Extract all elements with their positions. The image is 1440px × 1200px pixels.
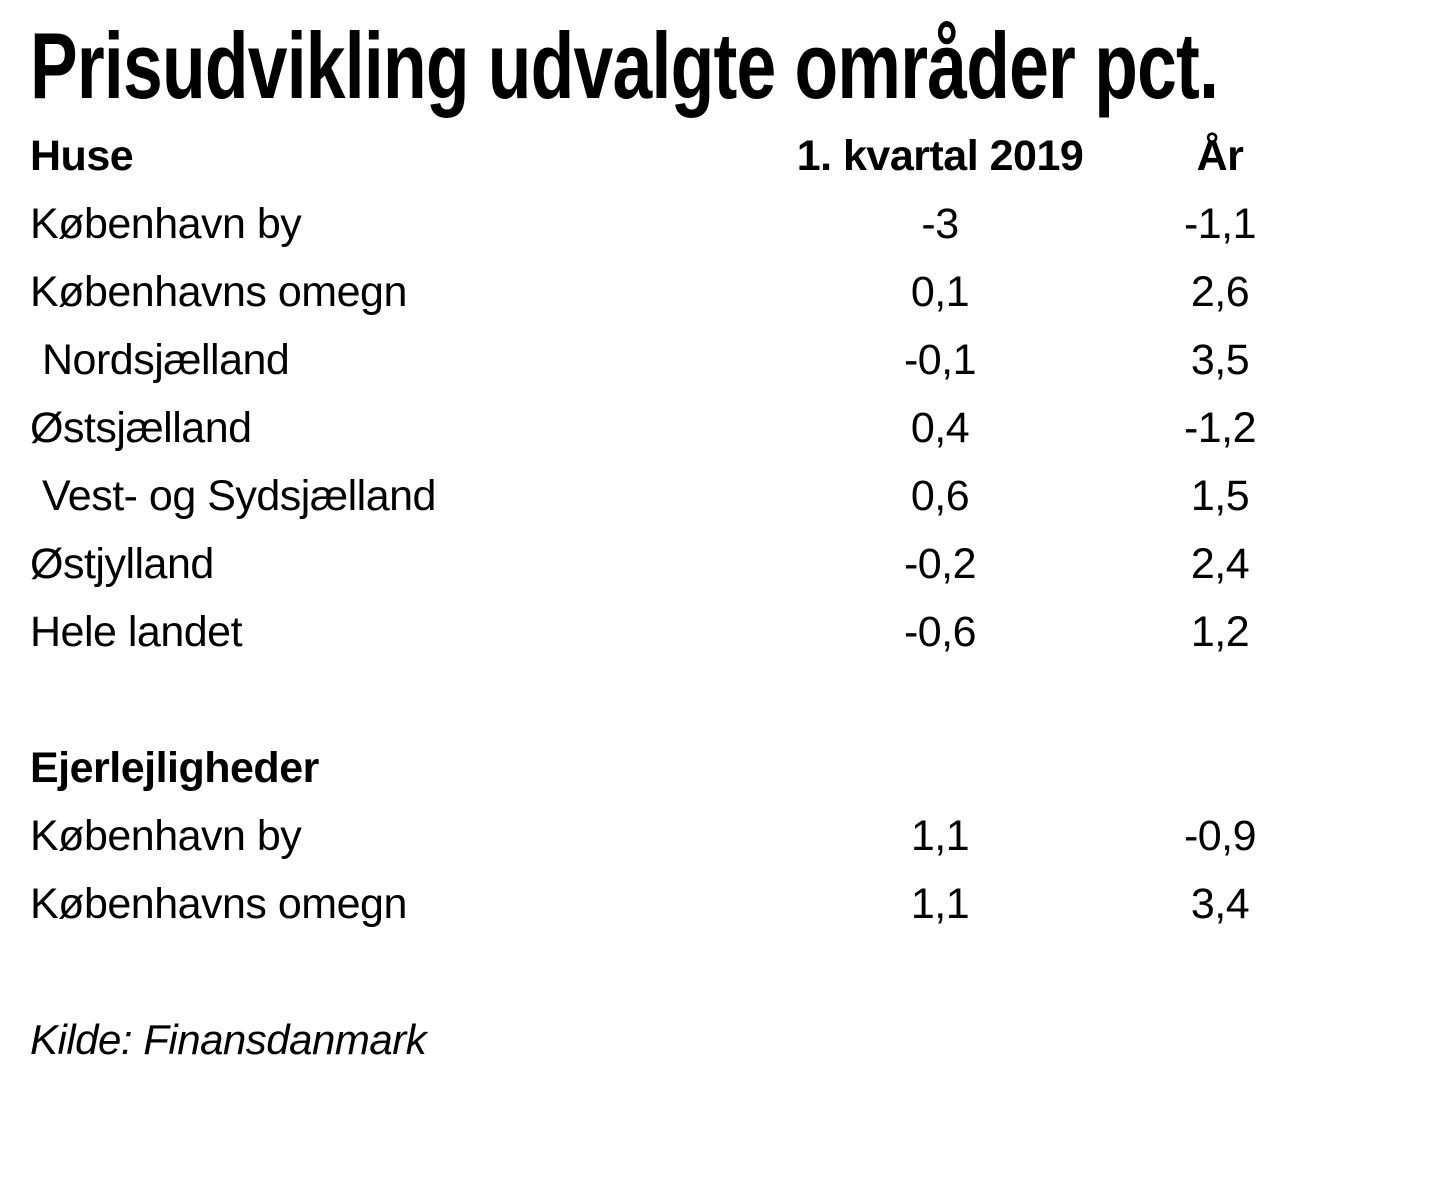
quarter-value: 0,6 bbox=[910, 471, 970, 520]
year-value: 3,5 bbox=[1190, 335, 1250, 384]
area-cell: Østsjælland bbox=[30, 403, 252, 452]
table-row: København by -3 -1,1 bbox=[30, 190, 1440, 258]
area-cell: Østjylland bbox=[30, 539, 214, 588]
page-title: Prisudvikling udvalgte områder pct. bbox=[30, 13, 1219, 118]
year-value: 2,4 bbox=[1190, 539, 1250, 588]
quarter-value: 1,1 bbox=[910, 879, 970, 928]
year-value: 3,4 bbox=[1190, 879, 1250, 928]
area-cell: Københavns omegn bbox=[30, 267, 407, 316]
quarter-value: -0,2 bbox=[903, 539, 977, 588]
area-cell: Hele landet bbox=[30, 607, 243, 656]
quarter-value: 1,1 bbox=[910, 811, 970, 860]
table-row: Nordsjælland -0,1 3,5 bbox=[30, 326, 1440, 394]
price-table-page: Prisudvikling udvalgte områder pct. Huse… bbox=[30, 13, 1440, 1064]
quarter-value: 0,4 bbox=[910, 403, 970, 452]
section-header-ejerlejligheder: Ejerlejligheder bbox=[30, 743, 319, 792]
table-row: København by 1,1 -0,9 bbox=[30, 802, 1440, 870]
section-header-row: Ejerlejligheder bbox=[30, 734, 1440, 802]
table-row: Københavns omegn 1,1 3,4 bbox=[30, 870, 1440, 938]
quarter-value: 0,1 bbox=[910, 267, 970, 316]
year-value: 2,6 bbox=[1190, 267, 1250, 316]
column-header-year: År bbox=[1196, 131, 1244, 180]
year-value: 1,5 bbox=[1190, 471, 1250, 520]
area-cell: Københavns omegn bbox=[30, 879, 407, 928]
section-header-huse: Huse bbox=[30, 131, 134, 180]
year-value: 1,2 bbox=[1190, 607, 1250, 656]
year-value: -1,2 bbox=[1183, 403, 1257, 452]
table-row: Østjylland -0,2 2,4 bbox=[30, 530, 1440, 598]
table-row: Vest- og Sydsjælland 0,6 1,5 bbox=[30, 462, 1440, 530]
table-row: Hele landet -0,6 1,2 bbox=[30, 598, 1440, 666]
quarter-value: -0,1 bbox=[903, 335, 977, 384]
table-row: Østsjælland 0,4 -1,2 bbox=[30, 394, 1440, 462]
quarter-value: -0,6 bbox=[903, 607, 977, 656]
column-header-quarter: 1. kvartal 2019 bbox=[796, 131, 1084, 180]
area-cell: Vest- og Sydsjælland bbox=[42, 471, 436, 520]
area-cell: København by bbox=[30, 199, 302, 248]
footer-gap bbox=[30, 938, 1440, 1006]
quarter-value: -3 bbox=[921, 199, 959, 248]
section-gap bbox=[30, 666, 1440, 734]
area-cell: København by bbox=[30, 811, 302, 860]
area-cell: Nordsjælland bbox=[42, 335, 290, 384]
year-value: -1,1 bbox=[1183, 199, 1257, 248]
source-credit: Kilde: Finansdanmark bbox=[30, 1016, 427, 1063]
table-header-row: Huse 1. kvartal 2019 År bbox=[30, 122, 1440, 190]
table-row: Københavns omegn 0,1 2,6 bbox=[30, 258, 1440, 326]
year-value: -0,9 bbox=[1183, 811, 1257, 860]
